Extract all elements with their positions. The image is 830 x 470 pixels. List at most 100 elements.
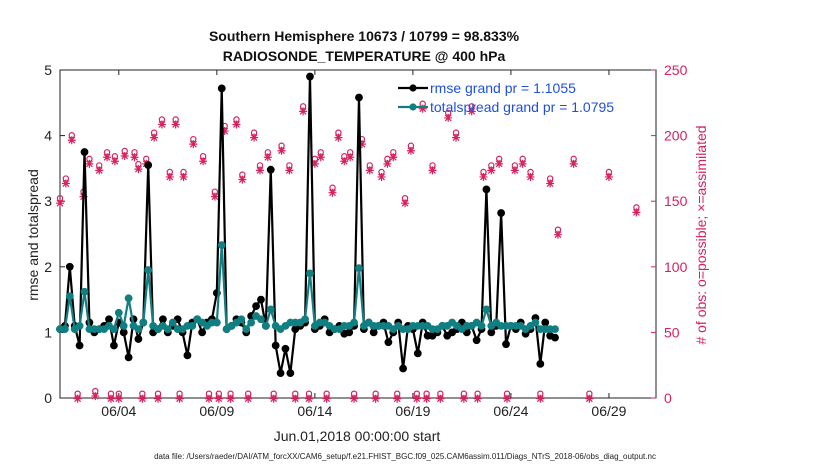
obs-assimilated-marker: [103, 153, 112, 162]
obs-assimilated-marker: [277, 146, 286, 155]
totalspread-point: [477, 321, 486, 330]
x-tick-label: 06/24: [493, 403, 528, 419]
rmse-point: [110, 341, 118, 350]
rmse-point: [183, 351, 192, 360]
totalspread-point: [163, 325, 172, 334]
rmse-point: [497, 209, 506, 217]
obs-assimilated-marker: [61, 179, 70, 188]
obs-assimilated-marker: [179, 172, 188, 181]
totalspread-point: [266, 305, 275, 314]
obs-assimilated-marker: [120, 151, 129, 160]
rmse-point: [286, 369, 295, 377]
obs-assimilated-marker: [189, 140, 198, 149]
obs-assimilated-marker: [95, 166, 104, 175]
obs-assimilated-marker: [518, 159, 527, 168]
obs-assimilated-marker: [199, 157, 208, 166]
obs-assimilated-marker: [401, 199, 410, 208]
obs-assimilated-marker: [422, 394, 431, 403]
rmse-point: [384, 338, 393, 347]
totalspread-point: [242, 325, 251, 334]
y2-tick-label: 150: [664, 193, 688, 209]
footnote: data file: /Users/raeder/DAI/ATM_forcXX/…: [154, 452, 656, 461]
rmse-point: [159, 315, 167, 324]
obs-assimilated-marker: [226, 394, 235, 403]
obs-assimilated-marker: [250, 133, 259, 142]
chart-title: Southern Hemisphere 10673 / 10799 = 98.8…: [209, 28, 520, 44]
x-tick-label: 06/19: [395, 403, 430, 419]
rmse-point: [217, 84, 226, 93]
obs-assimilated-marker: [406, 146, 415, 155]
obs-assimilated-marker: [106, 394, 115, 403]
rmse-point: [472, 336, 481, 345]
obs-assimilated-marker: [165, 172, 174, 181]
rmse-point: [134, 335, 143, 343]
totalspread-point: [75, 321, 84, 330]
x-tick-label: 06/29: [591, 403, 626, 419]
rmse-point: [369, 328, 378, 337]
rmse-point: [399, 364, 407, 373]
obs-assimilated-marker: [110, 157, 119, 166]
obs-assimilated-marker: [91, 392, 100, 401]
obs-assimilated-marker: [371, 394, 380, 403]
rmse-point: [75, 341, 84, 350]
rmse-point: [119, 328, 128, 337]
rmse-point: [541, 318, 550, 327]
rmse-point: [345, 328, 354, 337]
rmse-point: [413, 349, 422, 358]
obs-assimilated-marker: [255, 166, 264, 175]
obs-assimilated-marker: [569, 159, 578, 168]
totalspread-point: [355, 264, 363, 273]
totalspread-point: [531, 318, 540, 327]
totalspread-point: [110, 325, 118, 334]
obs-assimilated-marker: [536, 394, 545, 403]
obs-assimilated-marker: [340, 157, 349, 166]
totalspread-point: [134, 325, 143, 334]
obs-assimilated-marker: [328, 188, 337, 197]
obs-assimilated-marker: [585, 394, 594, 403]
totalspread-point: [80, 287, 89, 296]
obs-assimilated-marker: [334, 133, 343, 142]
obs-assimilated-marker: [138, 394, 147, 403]
rmse-point: [355, 93, 363, 102]
y2-axis-label: # of obs: o=possible; ×=assimilated: [693, 125, 709, 344]
obs-assimilated-marker: [285, 166, 294, 175]
obs-assimilated-marker: [412, 394, 421, 403]
obs-assimilated-marker: [238, 175, 247, 184]
obs-assimilated-marker: [175, 394, 184, 403]
obs-assimilated-marker: [322, 394, 331, 403]
obs-assimilated-marker: [377, 172, 386, 181]
plot-frame: [59, 69, 657, 399]
y-tick-label: 5: [44, 62, 52, 78]
obs-assimilated-marker: [269, 394, 278, 403]
totalspread-point: [551, 325, 559, 334]
totalspread-point: [114, 308, 123, 317]
obs-assimilated-marker: [304, 394, 313, 403]
y-tick-label: 0: [44, 390, 52, 406]
totalspread-point: [350, 318, 358, 327]
y2-tick-label: 250: [664, 62, 688, 78]
rmse-point: [276, 369, 285, 377]
obs-assimilated-marker: [154, 394, 163, 403]
obs-assimilated-marker: [526, 172, 535, 181]
rmse-point: [551, 333, 559, 342]
obs-assimilated-marker: [383, 159, 392, 168]
obs-assimilated-marker: [205, 394, 213, 403]
rmse-point: [257, 295, 265, 304]
obs-assimilated-marker: [67, 136, 76, 145]
rmse-point: [281, 344, 290, 353]
totalspread-point: [168, 318, 177, 327]
obs-assimilated-marker: [467, 107, 476, 116]
obs-assimilated-marker: [495, 159, 504, 168]
totalspread-point: [301, 315, 309, 324]
x-axis-label: Jun.01,2018 00:00:00 start: [274, 428, 441, 444]
obs-assimilated-marker: [365, 166, 374, 175]
obs-assimilated-marker: [436, 394, 445, 403]
obs-assimilated-marker: [479, 172, 488, 181]
totalspread-point: [306, 269, 314, 278]
legend-marker: [409, 84, 417, 92]
obs-assimilated-marker: [114, 394, 123, 403]
rmse-point: [266, 165, 275, 174]
totalspread-point: [257, 315, 265, 324]
y-tick-label: 1: [44, 324, 52, 340]
